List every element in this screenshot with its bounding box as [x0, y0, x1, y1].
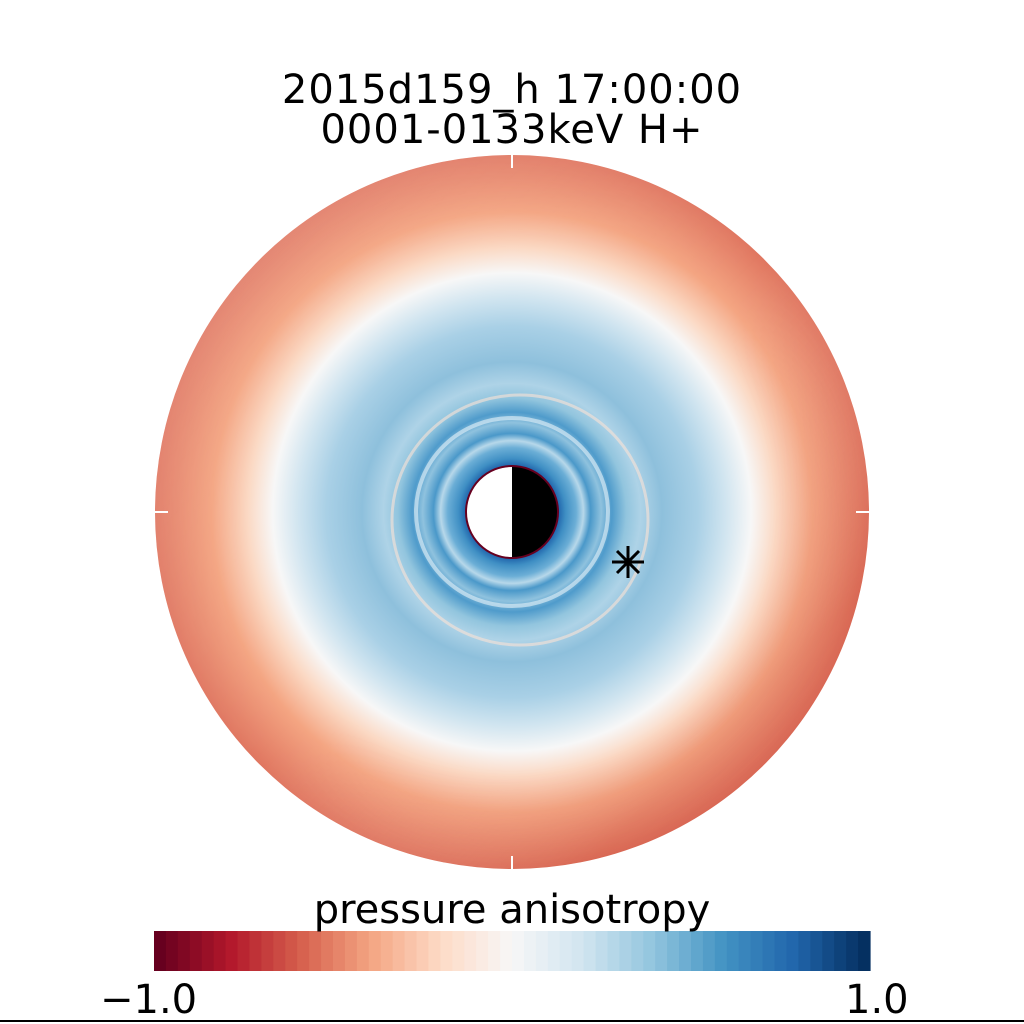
colorbar-level [750, 931, 764, 971]
colorbar-level [404, 931, 418, 971]
colorbar-level [810, 931, 823, 971]
colorbar-level [177, 931, 191, 971]
colorbar-level [858, 931, 871, 971]
colorbar-level [607, 931, 620, 971]
colorbar-level [679, 931, 692, 971]
colorbar-level [667, 931, 680, 971]
colorbar-level [500, 931, 513, 971]
colorbar-level [464, 931, 477, 971]
colorbar-level [559, 931, 573, 971]
anisotropy-ring [414, 416, 610, 608]
colorbar-level [619, 931, 632, 971]
colorbar-level [643, 931, 656, 971]
colorbar-level [822, 931, 835, 971]
colorbar-level [583, 931, 597, 971]
colorbar-level [786, 931, 799, 971]
colorbar-level [702, 931, 716, 971]
colorbar-level [189, 931, 203, 971]
colorbar-level [392, 931, 406, 971]
axis-ticks [155, 155, 869, 869]
colorbar-level [834, 931, 847, 971]
colorbar-level [273, 931, 286, 971]
colorbar-level [356, 931, 370, 971]
colorbar-level [333, 931, 346, 971]
colorbar-level [261, 931, 274, 971]
colorbar-level [488, 931, 501, 971]
colorbar-level [440, 931, 453, 971]
colorbar-level [321, 931, 334, 971]
colorbar-level [297, 931, 310, 971]
satellite-asterisk-marker [612, 546, 644, 578]
colorbar-level [368, 931, 382, 971]
colorbar-level [846, 931, 859, 971]
colorbar-level [165, 931, 179, 971]
colorbar-level [476, 931, 489, 971]
colorbar-level [631, 931, 644, 971]
colorbar-level [428, 931, 441, 971]
colorbar-level [547, 931, 561, 971]
earth-icon [465, 465, 559, 559]
colorbar-level [571, 931, 585, 971]
colorbar-level [213, 931, 227, 971]
colorbar-level [225, 931, 239, 971]
colorbar-level [726, 931, 740, 971]
colorbar-min-label: −1.0 [100, 977, 198, 1023]
colorbar-level [714, 931, 728, 971]
plot-title-line-1: 2015d159_h 17:00:00 [281, 67, 743, 113]
colorbar-level [249, 931, 262, 971]
colorbar-level [237, 931, 251, 971]
colorbar-level [655, 931, 668, 971]
colorbar-level [535, 931, 549, 971]
colorbar-level [774, 931, 788, 971]
colorbar-max-label: 1.0 [845, 977, 909, 1023]
colorbar-level [762, 931, 776, 971]
colorbar-level [523, 931, 537, 971]
colorbar-label: pressure anisotropy [313, 887, 711, 933]
colorbar-level [452, 931, 465, 971]
bottom-border [0, 1020, 1024, 1022]
colorbar-level [416, 931, 430, 971]
colorbar-level [201, 931, 215, 971]
colorbar-level [798, 931, 811, 971]
colorbar-level [738, 931, 752, 971]
colorbar-level [595, 931, 609, 971]
colorbar-level [309, 931, 322, 971]
colorbar-level [344, 931, 358, 971]
colorbar [154, 931, 871, 971]
colorbar-level [285, 931, 298, 971]
anisotropy-ring [390, 393, 650, 647]
colorbar-level [380, 931, 394, 971]
colorbar-level [154, 931, 167, 971]
colorbar-level [512, 931, 525, 971]
colorbar-level [691, 931, 704, 971]
plot-title-line-2: 0001-0133keV H+ [320, 107, 704, 153]
